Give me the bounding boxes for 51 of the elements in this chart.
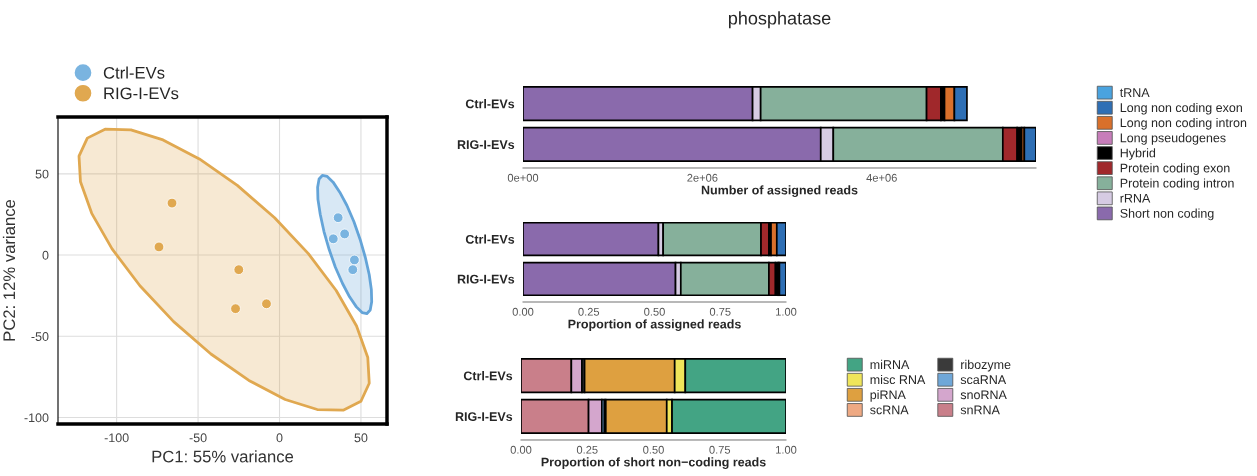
x-tick-label: 0 [276, 433, 283, 443]
x-tick-label: -50 [189, 433, 207, 443]
x-tick-label: 0.75 [709, 307, 731, 316]
legend-label: RIG-I-EVs [104, 87, 179, 100]
y-tick-label: RIG-I-EVs [457, 140, 515, 150]
legend-label: Hybrid [1120, 148, 1156, 160]
legend-label: scRNA [870, 405, 909, 415]
y-tick-label: RIG-I-EVs [457, 274, 515, 284]
y-tick-label: Ctrl-EVs [465, 234, 515, 244]
x-tick-label: 4e+06 [866, 173, 897, 182]
x-tick-label: 0.50 [644, 307, 665, 316]
x-axis-title: Number of assigned reads [701, 185, 858, 198]
legend-label: Protein coding exon [1120, 163, 1230, 175]
x-tick-label: 0.25 [576, 445, 598, 454]
y-axis-title: PC2: 12% variance [2, 199, 16, 341]
chart-title: phosphatase [728, 11, 831, 29]
x-tick-label: 0.00 [510, 445, 532, 454]
legend-label: rRNA [1120, 193, 1151, 203]
legend-label: Protein coding intron [1120, 178, 1234, 191]
legend-label: misc RNA [870, 374, 926, 385]
legend-label: snoRNA [960, 390, 1007, 400]
legend-label: Long non coding intron [1120, 118, 1247, 130]
legend-label: Ctrl-EVs [103, 66, 165, 79]
y-tick-label: 0 [42, 250, 49, 260]
y-tick-label: Ctrl-EVs [465, 99, 515, 109]
y-tick-label: -50 [31, 332, 49, 341]
x-tick-label: -100 [104, 433, 129, 443]
legend-label: Long non coding exon [1120, 102, 1242, 115]
x-tick-label: 0.25 [578, 307, 600, 316]
y-tick-label: -100 [24, 413, 49, 423]
x-tick-label: 1.00 [776, 445, 797, 454]
x-axis-title: Proportion of assigned reads [568, 319, 741, 332]
legend-label: tRNA [1119, 88, 1150, 97]
legend-label: Short non coding [1120, 208, 1214, 221]
y-tick-label: RIG-I-EVs [455, 412, 513, 422]
legend-label: scaRNA [960, 375, 1007, 385]
x-tick-label: 0.75 [709, 445, 731, 454]
legend-label: Long pseudogenes [1120, 133, 1226, 145]
x-tick-label: 1.00 [776, 307, 797, 316]
legend-label: snRNA [960, 405, 1000, 415]
legend-label: miRNA [870, 359, 910, 369]
x-tick-label: 2e+06 [687, 173, 718, 182]
x-tick-label: 0.00 [512, 307, 534, 316]
x-tick-label: 50 [354, 433, 368, 443]
x-tick-label: 0e+00 [507, 173, 539, 182]
x-axis-title: PC1: 55% variance [152, 450, 294, 463]
legend-label: ribozyme [961, 359, 1011, 372]
x-axis-title: Proportion of short non−coding reads [541, 457, 766, 470]
y-tick-label: Ctrl-EVs [463, 371, 513, 381]
x-tick-label: 0.50 [643, 445, 664, 454]
legend-label: piRNA [870, 390, 906, 402]
